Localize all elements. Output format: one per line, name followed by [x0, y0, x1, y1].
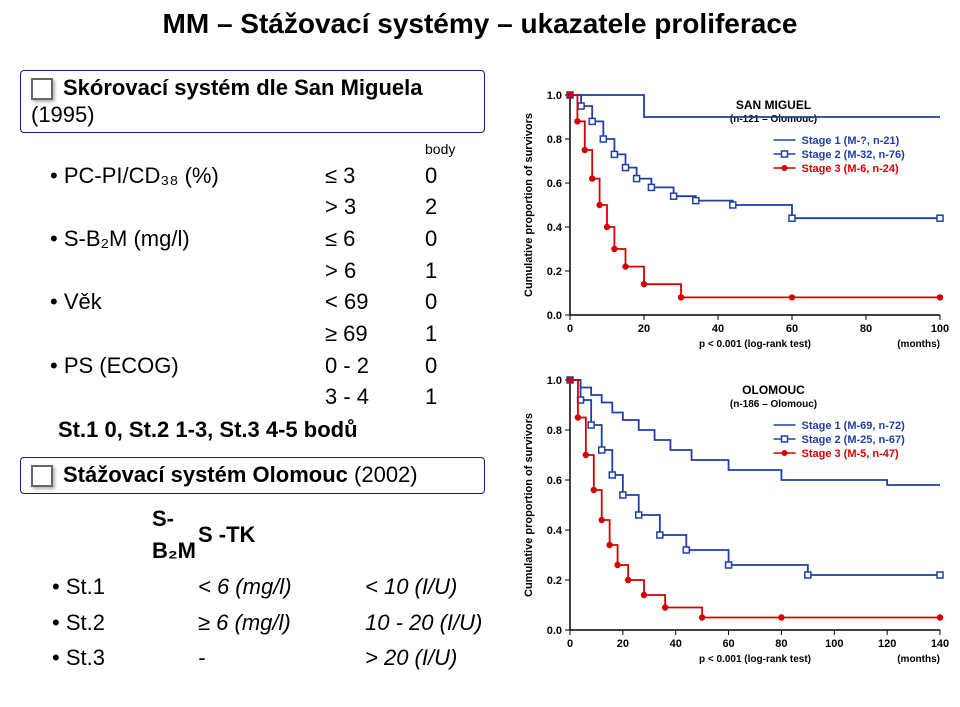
param-cell — [20, 318, 325, 350]
system1-summary: St.1 0, St.2 1-3, St.3 4-5 bodů — [20, 413, 485, 457]
svg-text:(n-121 – Olomouc): (n-121 – Olomouc) — [730, 114, 817, 125]
svg-text:0.0: 0.0 — [547, 625, 562, 637]
svg-text:0.8: 0.8 — [547, 134, 562, 146]
system1-table: body • PC-PI/CD₃₈ (%)≤ 30> 32• S-B₂M (mg… — [20, 139, 485, 413]
svg-text:140: 140 — [931, 638, 949, 650]
sb2m-cell: ≥ 6 (mg/l) — [198, 606, 363, 640]
svg-text:100: 100 — [825, 638, 843, 650]
sb2m-cell: < 6 (mg/l) — [198, 570, 363, 604]
svg-text:p < 0.001 (log-rank test): p < 0.001 (log-rank test) — [699, 654, 811, 665]
stk-cell: > 20 (I/U) — [365, 641, 483, 675]
pts-cell: 0 — [425, 350, 485, 382]
stage-cell: • St.3 — [22, 641, 196, 675]
svg-text:60: 60 — [722, 638, 734, 650]
chart-olomouc: 0.0 0.2 0.4 0.6 0.8 1.0 0 20 40 60 80 100 120 140 Cumu… — [500, 370, 950, 690]
cond-cell: ≤ 3 — [325, 160, 425, 192]
stk-cell: 10 - 20 (I/U) — [365, 606, 483, 640]
svg-text:Stage 1 (M-69, n-72): Stage 1 (M-69, n-72) — [802, 420, 906, 432]
stage-cell: • St.1 — [22, 570, 196, 604]
svg-text:0.4: 0.4 — [547, 222, 563, 234]
cond-cell: ≤ 6 — [325, 223, 425, 255]
cond-cell: < 69 — [325, 286, 425, 318]
svg-text:0.2: 0.2 — [547, 575, 562, 587]
svg-text:OLOMOUC: OLOMOUC — [742, 383, 805, 397]
svg-text:Stage 2 (M-25, n-67): Stage 2 (M-25, n-67) — [802, 434, 906, 446]
left-column: Skórovací systém dle San Miguela (1995) … — [20, 70, 485, 677]
svg-text:Stage 2 (M-32, n-76): Stage 2 (M-32, n-76) — [802, 149, 906, 161]
svg-text:0.8: 0.8 — [547, 425, 562, 437]
charts-column: 0.0 0.2 0.4 0.6 0.8 1.0 0 20 40 60 80 100 Cumulative… — [500, 85, 960, 695]
svg-text:(months): (months) — [897, 654, 940, 665]
cond-cell: 3 - 4 — [325, 381, 425, 413]
svg-text:60: 60 — [786, 323, 798, 335]
checkbox-icon — [31, 465, 53, 487]
body-header: body — [425, 139, 485, 160]
chart-san-miguel: 0.0 0.2 0.4 0.6 0.8 1.0 0 20 40 60 80 100 Cumulative… — [500, 85, 950, 365]
svg-text:120: 120 — [878, 638, 896, 650]
system2-table: S-B₂MS -TK • St.1< 6 (mg/l)< 10 (I/U) • S… — [20, 500, 485, 677]
svg-text:1.0: 1.0 — [547, 375, 562, 387]
system1-label: Skórovací systém dle San Miguela — [63, 75, 422, 100]
system2-year: (2002) — [354, 462, 418, 487]
param-cell — [20, 381, 325, 413]
pts-cell: 0 — [425, 223, 485, 255]
system2-label: Stážovací systém Olomouc — [63, 462, 354, 487]
cond-cell: > 6 — [325, 255, 425, 287]
pts-cell: 2 — [425, 191, 485, 223]
svg-text:Stage 3 (M-5, n-47): Stage 3 (M-5, n-47) — [802, 448, 900, 460]
param-cell: • PS (ECOG) — [20, 350, 325, 382]
svg-text:0.0: 0.0 — [547, 310, 562, 322]
svg-text:(n-186 – Olomouc): (n-186 – Olomouc) — [730, 399, 817, 410]
svg-text:SAN MIGUEL: SAN MIGUEL — [736, 98, 811, 112]
system1-year: (1995) — [31, 102, 95, 127]
sb2m-cell: - — [198, 641, 363, 675]
svg-text:80: 80 — [860, 323, 872, 335]
svg-text:100: 100 — [931, 323, 949, 335]
col-stk: S -TK — [198, 502, 363, 568]
pts-cell: 1 — [425, 318, 485, 350]
svg-text:(months): (months) — [897, 339, 940, 350]
svg-text:20: 20 — [638, 323, 650, 335]
col-sb2m: S-B₂M — [22, 502, 196, 568]
stk-cell: < 10 (I/U) — [365, 570, 483, 604]
stage-cell: • St.2 — [22, 606, 196, 640]
svg-text:0.6: 0.6 — [547, 178, 562, 190]
param-cell — [20, 255, 325, 287]
param-cell: • S-B₂M (mg/l) — [20, 223, 325, 255]
cond-cell: > 3 — [325, 191, 425, 223]
svg-text:0.2: 0.2 — [547, 266, 562, 278]
svg-text:Cumulative proportion of survi: Cumulative proportion of survivors — [523, 413, 535, 597]
cond-cell: 0 - 2 — [325, 350, 425, 382]
svg-text:Stage 1 (M-?, n-21): Stage 1 (M-?, n-21) — [802, 135, 900, 147]
pts-cell: 0 — [425, 160, 485, 192]
pts-cell: 0 — [425, 286, 485, 318]
param-cell — [20, 191, 325, 223]
svg-text:0: 0 — [567, 638, 573, 650]
svg-text:0.4: 0.4 — [547, 525, 563, 537]
svg-text:p < 0.001 (log-rank test): p < 0.001 (log-rank test) — [699, 339, 811, 350]
svg-text:Stage 3 (M-6, n-24): Stage 3 (M-6, n-24) — [802, 163, 900, 175]
pts-cell: 1 — [425, 381, 485, 413]
svg-text:0: 0 — [567, 323, 573, 335]
param-cell: • Věk — [20, 286, 325, 318]
svg-text:0.6: 0.6 — [547, 475, 562, 487]
slide-title: MM – Stážovací systémy – ukazatele proli… — [0, 8, 960, 40]
svg-text:20: 20 — [617, 638, 629, 650]
svg-text:40: 40 — [670, 638, 682, 650]
checkbox-icon — [31, 78, 53, 100]
cond-cell: ≥ 69 — [325, 318, 425, 350]
svg-text:1.0: 1.0 — [547, 90, 562, 102]
pts-cell: 1 — [425, 255, 485, 287]
svg-text:40: 40 — [712, 323, 724, 335]
svg-text:Cumulative proportion of survi: Cumulative proportion of survivors — [523, 113, 535, 297]
system1-header: Skórovací systém dle San Miguela (1995) — [20, 70, 485, 133]
svg-text:80: 80 — [775, 638, 787, 650]
system2-header: Stážovací systém Olomouc (2002) — [20, 457, 485, 494]
param-cell: • PC-PI/CD₃₈ (%) — [20, 160, 325, 192]
